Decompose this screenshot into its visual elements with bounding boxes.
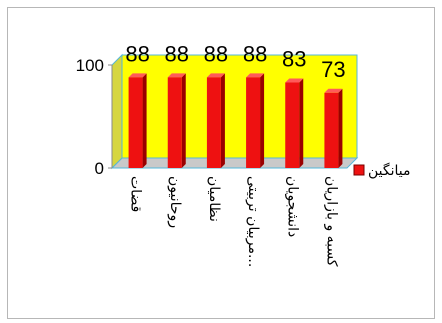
bar-side xyxy=(181,73,186,168)
bar-series xyxy=(128,73,343,168)
category-label: قضات xyxy=(128,176,144,212)
bar-front xyxy=(167,77,182,168)
chart-back-wall xyxy=(121,54,358,159)
bar-top xyxy=(167,73,186,78)
data-label: 88 xyxy=(204,41,228,66)
y-tick-label: 100 xyxy=(76,56,104,75)
bar-top xyxy=(324,88,343,93)
bar xyxy=(128,73,147,168)
chart-floor xyxy=(110,157,359,169)
bar-top xyxy=(246,73,265,78)
bar-front xyxy=(206,77,221,168)
bar xyxy=(206,73,225,168)
chart-side-wall xyxy=(111,53,123,170)
bar-top xyxy=(285,78,304,83)
bar-top xyxy=(128,73,147,78)
category-label: روحانیون xyxy=(167,176,183,228)
category-label: نظامیان xyxy=(206,176,222,222)
legend-label: میانگین xyxy=(368,162,411,179)
y-tick-label: 0 xyxy=(95,159,104,178)
bar-side xyxy=(299,78,304,168)
y-axis: 0 100 xyxy=(76,56,113,178)
data-label: 83 xyxy=(282,47,306,72)
bar-side xyxy=(260,73,265,168)
bar-front xyxy=(128,77,143,168)
bar xyxy=(285,78,304,168)
data-label: 88 xyxy=(125,41,149,66)
bar-side xyxy=(220,73,225,168)
bar-front xyxy=(246,77,261,168)
legend-swatch xyxy=(353,164,365,176)
bar xyxy=(324,88,343,168)
legend: میانگین xyxy=(353,162,411,179)
data-label: 88 xyxy=(243,41,267,66)
data-labels: 88 88 88 88 83 73 xyxy=(125,41,345,81)
bar-side xyxy=(338,88,343,168)
category-label: کسبه و بازاریان xyxy=(323,176,339,267)
bar-top xyxy=(206,73,225,78)
category-label: مربیان تربیتی... xyxy=(245,176,261,267)
bar-side xyxy=(142,73,147,168)
bar xyxy=(167,73,186,168)
bar-front xyxy=(285,82,300,168)
category-label: دانشجویان xyxy=(284,176,300,237)
x-axis-labels: قضات روحانیون نظامیان مربیان تربیتی... دانشج… xyxy=(128,176,340,267)
data-label: 88 xyxy=(165,41,189,66)
bar xyxy=(246,73,265,168)
data-label: 73 xyxy=(321,57,345,82)
bar-front xyxy=(324,92,339,168)
